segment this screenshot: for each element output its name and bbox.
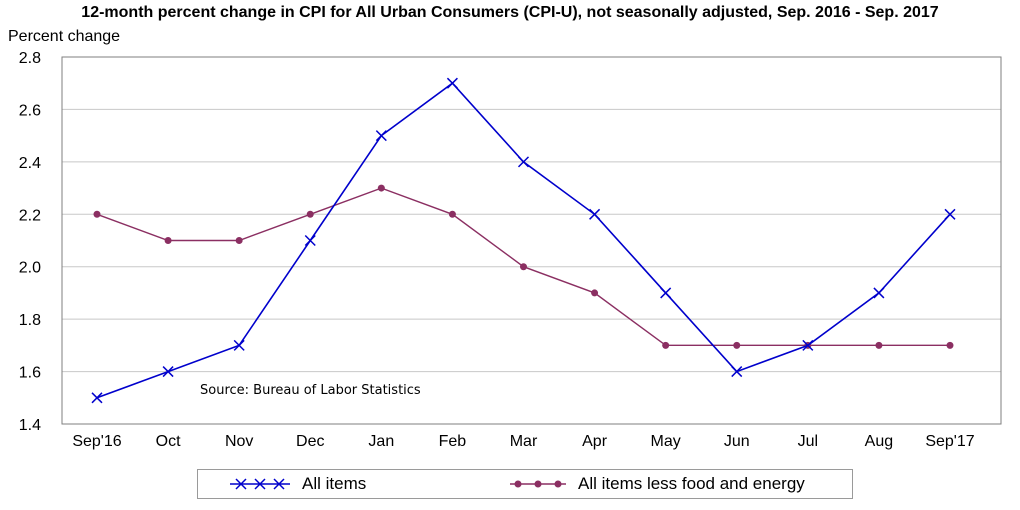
legend-item-core: All items less food and energy [508,470,805,498]
x-tick-label: Mar [510,433,538,450]
data-point-all-items [304,234,316,247]
x-tick-label: Nov [225,433,253,450]
y-tick-label: 2.0 [19,260,41,277]
x-tick-label: Sep'16 [72,433,121,450]
data-point-core [946,341,954,349]
y-tick-label: 1.4 [19,417,41,434]
data-point-all-items [873,287,885,299]
data-point-all-items [731,366,743,378]
legend-swatch-all-items [230,478,290,490]
y-tick-label: 1.6 [19,365,41,382]
legend-label-core: All items less food and energy [578,474,805,493]
data-point-all-items [91,392,103,404]
y-tick-label: 2.2 [19,207,41,224]
data-point-all-items [233,339,245,351]
x-tick-label: Oct [156,433,181,450]
x-tick-label: Apr [582,433,608,450]
source-annotation: Source: Bureau of Labor Statistics [200,383,421,398]
data-point-all-items [802,339,814,351]
chart-title: 12-month percent change in CPI for All U… [81,4,939,21]
y-axis-label: Percent change [8,28,121,45]
data-point-core [591,289,599,297]
legend: All items All items less food and energy [197,469,853,499]
x-tick-label: Aug [865,433,893,450]
data-point-all-items [589,208,601,220]
data-point-core [733,341,741,349]
x-tick-label: Sep'17 [925,433,974,450]
x-tick-label: May [651,433,681,450]
legend-label-all-items: All items [302,474,367,493]
x-tick-label: Jan [368,433,394,450]
data-point-core [448,210,456,218]
x-tick-label: Feb [439,433,467,450]
data-point-core [520,263,527,271]
y-tick-label: 2.6 [19,102,41,119]
data-point-core [377,184,385,192]
data-point-all-items [446,77,458,89]
x-tick-label: Jun [724,433,750,450]
data-point-all-items [162,366,174,378]
x-tick-label: Dec [296,433,324,450]
y-tick-label: 1.8 [19,312,41,329]
data-point-core [164,237,172,244]
data-point-core [306,210,314,218]
data-point-all-items [375,130,387,142]
legend-swatch-core [510,480,566,488]
y-tick-label: 2.8 [19,50,41,67]
data-point-core [235,237,243,244]
data-point-all-items [660,287,672,299]
data-point-core [875,341,883,349]
data-point-core [662,341,670,349]
x-tick-label: Jul [798,433,818,450]
legend-item-all-items: All items [228,470,366,498]
data-point-core [93,210,101,218]
data-point-all-items [944,208,956,220]
data-point-all-items [517,156,530,168]
chart-canvas: 1.4 1.6 1.8 2.0 2.2 2.4 2.6 2.8 Sep'16 Oct Nov Dec J… [19,50,1002,450]
plot-area-frame [61,56,1002,425]
y-tick-label: 2.4 [19,155,41,172]
